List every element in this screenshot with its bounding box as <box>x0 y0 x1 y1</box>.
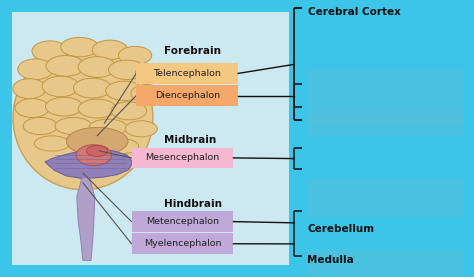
Ellipse shape <box>103 138 138 154</box>
Ellipse shape <box>131 85 163 102</box>
Ellipse shape <box>18 59 53 80</box>
Text: Cerebral Cortex: Cerebral Cortex <box>308 7 401 17</box>
Ellipse shape <box>111 102 147 120</box>
FancyBboxPatch shape <box>307 250 464 275</box>
Ellipse shape <box>125 121 157 137</box>
Ellipse shape <box>42 76 79 97</box>
FancyBboxPatch shape <box>307 179 464 217</box>
Ellipse shape <box>55 117 92 135</box>
Text: Forebrain: Forebrain <box>164 46 220 56</box>
Text: Hindbrain: Hindbrain <box>164 199 221 209</box>
Ellipse shape <box>61 37 99 57</box>
FancyBboxPatch shape <box>137 85 238 106</box>
FancyBboxPatch shape <box>12 12 289 265</box>
FancyBboxPatch shape <box>307 69 464 123</box>
FancyBboxPatch shape <box>132 147 233 168</box>
Text: Telencephalon: Telencephalon <box>153 69 221 78</box>
Ellipse shape <box>32 41 67 61</box>
Polygon shape <box>45 149 133 179</box>
Ellipse shape <box>46 55 85 76</box>
Ellipse shape <box>109 60 146 79</box>
Ellipse shape <box>136 65 166 83</box>
Ellipse shape <box>66 127 128 155</box>
FancyBboxPatch shape <box>137 63 238 84</box>
Text: Medulla: Medulla <box>307 255 354 265</box>
Ellipse shape <box>13 79 46 99</box>
Ellipse shape <box>69 137 107 152</box>
Ellipse shape <box>34 136 70 151</box>
Ellipse shape <box>46 97 82 116</box>
Text: Cerebellum: Cerebellum <box>307 224 374 234</box>
Ellipse shape <box>118 46 152 64</box>
Ellipse shape <box>92 40 128 60</box>
Ellipse shape <box>23 117 57 135</box>
Text: Mesencephalon: Mesencephalon <box>146 153 219 162</box>
Text: Midbrain: Midbrain <box>164 135 216 145</box>
Text: Diencephalon: Diencephalon <box>155 91 220 100</box>
Ellipse shape <box>78 57 116 77</box>
Text: Myelencephalon: Myelencephalon <box>144 239 221 248</box>
Ellipse shape <box>15 99 49 117</box>
Ellipse shape <box>106 81 143 101</box>
Ellipse shape <box>13 46 153 190</box>
Ellipse shape <box>73 78 111 98</box>
Ellipse shape <box>76 145 112 166</box>
Ellipse shape <box>86 145 108 157</box>
FancyBboxPatch shape <box>307 111 464 136</box>
Text: Metencephalon: Metencephalon <box>146 217 219 226</box>
FancyBboxPatch shape <box>132 211 233 232</box>
Polygon shape <box>77 177 95 260</box>
Ellipse shape <box>78 99 116 118</box>
Ellipse shape <box>89 119 127 136</box>
FancyBboxPatch shape <box>132 233 233 254</box>
